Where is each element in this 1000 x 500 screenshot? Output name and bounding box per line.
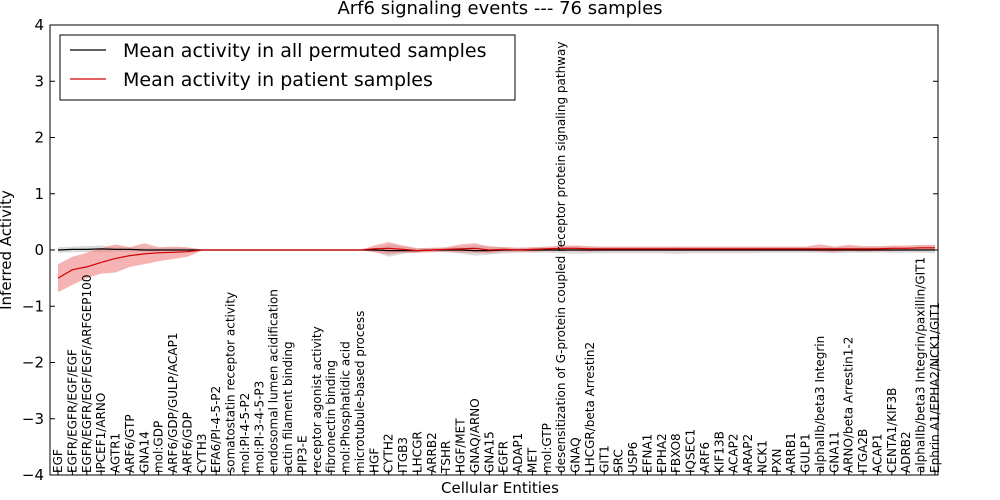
x-tick-label: GNA15 bbox=[482, 431, 496, 473]
y-tick-label: −3 bbox=[22, 410, 44, 428]
y-tick-label: 1 bbox=[34, 185, 44, 203]
x-tick-label: ACAP1 bbox=[871, 434, 885, 473]
x-tick-label: desensitization of G-protein coupled rec… bbox=[554, 42, 568, 473]
x-tick-label: USP6 bbox=[626, 442, 640, 473]
x-tick-label: receptor agonist activity bbox=[310, 326, 324, 473]
x-tick-label: EFA6/PI-4-5-P2 bbox=[209, 386, 223, 473]
x-tick-label: ARF6 bbox=[698, 442, 712, 473]
x-tick-label: ARRB2 bbox=[425, 432, 439, 473]
y-tick-label: 3 bbox=[34, 72, 44, 90]
y-tick-label: 4 bbox=[34, 16, 44, 34]
x-tick-label: GNA11 bbox=[827, 431, 841, 473]
x-tick-label: GNAQ bbox=[569, 437, 583, 473]
x-tick-label: HGF/MET bbox=[454, 418, 468, 473]
x-tick-label: microtubule-based process bbox=[353, 311, 367, 473]
x-tick-label: EGFR/EGFR/EGF/EGF/ARFGEP100 bbox=[80, 275, 94, 473]
x-tick-label: ARNO/beta Arrestin1-2 bbox=[842, 337, 856, 473]
x-tick-label: GNA14 bbox=[137, 431, 151, 473]
x-axis: EGF EGFR/EGFR/EGF/EGF EGFR/EGFR/EGF/EGF/AR… bbox=[51, 42, 942, 475]
x-tick-label: EFNA1 bbox=[641, 434, 655, 473]
y-axis-label: Inferred Activity bbox=[0, 190, 15, 310]
x-tick-label: LHCGR/beta Arrestin2 bbox=[583, 342, 597, 473]
y-tick-label: −2 bbox=[22, 354, 44, 372]
x-tick-label: fibronectin binding bbox=[324, 360, 338, 473]
x-tick-label: ITGA2B bbox=[856, 429, 870, 473]
x-tick-label: EGFR bbox=[497, 441, 511, 473]
y-tick-label: −1 bbox=[22, 297, 44, 315]
chart-title: Arf6 signaling events --- 76 samples bbox=[337, 0, 662, 19]
legend-box bbox=[59, 34, 516, 101]
x-tick-label: SRC bbox=[612, 449, 626, 473]
x-tick-label: KIF13B bbox=[712, 431, 726, 473]
x-tick-label: ACAP2 bbox=[727, 434, 741, 473]
legend-label-permuted: Mean activity in all permuted samples bbox=[123, 40, 486, 62]
x-tick-label: ADRB2 bbox=[899, 431, 913, 473]
x-tick-label: AGTR1 bbox=[109, 433, 123, 473]
x-tick-label: EPHA2 bbox=[655, 433, 669, 473]
series-lines bbox=[57, 247, 935, 279]
x-tick-label: CENTA1/KIF3B bbox=[885, 388, 899, 473]
x-tick-label: ARF6/GDP bbox=[180, 412, 194, 473]
x-tick-label: ADAP1 bbox=[511, 433, 525, 473]
x-tick-label: ARAP2 bbox=[741, 434, 755, 473]
x-tick-label: LHCGR bbox=[410, 431, 424, 473]
x-axis-label: Cellular Entities bbox=[441, 479, 559, 497]
x-tick-label: MET bbox=[525, 447, 539, 473]
x-tick-label: HGF bbox=[367, 448, 381, 473]
x-tick-label: mol:PI-3-4-5-P3 bbox=[252, 381, 266, 473]
legend-label-patient: Mean activity in patient samples bbox=[123, 69, 433, 91]
x-tick-label: PXN bbox=[770, 449, 784, 473]
y-tick-label: 0 bbox=[34, 241, 44, 259]
y-tick-label: −4 bbox=[22, 466, 44, 484]
x-tick-label: NCK1 bbox=[756, 440, 770, 473]
series-band-1 bbox=[58, 242, 935, 293]
x-tick-label: endosomal lumen acidification bbox=[267, 289, 281, 473]
x-tick-label: PIP3-E bbox=[295, 435, 309, 473]
x-tick-label: mol:Phosphatidic acid bbox=[339, 341, 353, 473]
x-tick-label: EGFR/EGFR/EGF/EGF bbox=[65, 349, 79, 473]
x-tick-label: mol:PI-4-5-P2 bbox=[238, 393, 252, 473]
x-tick-label: CYTH2 bbox=[382, 434, 396, 474]
x-tick-label: ARRB1 bbox=[784, 432, 798, 473]
x-tick-label: ARF6/GDP/GULP/ACAP1 bbox=[166, 333, 180, 473]
y-axis: −4 −3 −2 −1 0 1 2 3 4 bbox=[22, 16, 938, 484]
legend: Mean activity in all permuted samples Me… bbox=[59, 34, 516, 101]
x-tick-label: IQSEC1 bbox=[684, 429, 698, 473]
x-tick-label: TSHR bbox=[439, 441, 453, 474]
x-tick-label: IPCEF1/ARNO bbox=[94, 393, 108, 473]
y-tick-label: 2 bbox=[34, 129, 44, 147]
x-tick-label: mol:GDP bbox=[152, 421, 166, 473]
x-tick-label: ITGB3 bbox=[396, 437, 410, 473]
x-tick-label: mol:GTP bbox=[540, 423, 554, 473]
series-line-1 bbox=[57, 247, 935, 279]
x-tick-label: FBXO8 bbox=[669, 433, 683, 473]
x-tick-label: ARF6/GTP bbox=[123, 414, 137, 473]
x-tick-label: alphaIIb/beta3 Integrin/paxillin/GIT1 bbox=[914, 257, 928, 473]
x-tick-label: GNAQ/ARNO bbox=[468, 398, 482, 473]
x-tick-label: EGF bbox=[51, 449, 65, 473]
x-tick-label: actin filament binding bbox=[281, 341, 295, 473]
x-tick-label: somatostatin receptor activity bbox=[224, 292, 238, 473]
x-tick-label: CYTH3 bbox=[195, 434, 209, 474]
x-tick-label: Ephrin A1/EPHA2/NCK1/GIT1 bbox=[928, 302, 942, 473]
x-tick-label: GIT1 bbox=[597, 445, 611, 473]
x-tick-label: alphaIIb/beta3 Integrin bbox=[813, 336, 827, 473]
x-tick-label: GULP1 bbox=[799, 433, 813, 473]
